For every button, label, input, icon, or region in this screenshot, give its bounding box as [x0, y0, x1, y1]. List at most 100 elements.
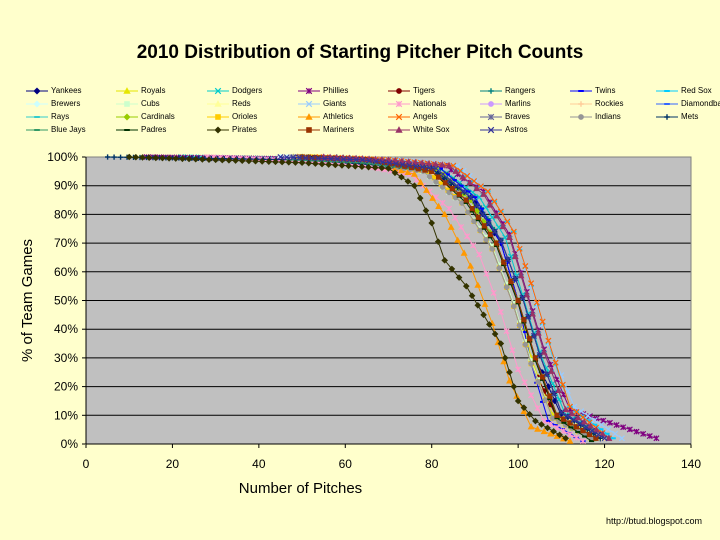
- data-point: [526, 411, 533, 418]
- legend-item-cardinals: Cardinals: [116, 110, 175, 123]
- data-point: [458, 224, 465, 231]
- data-point: [512, 275, 519, 282]
- legend-marker: [123, 112, 131, 121]
- data-point: [522, 263, 529, 270]
- data-point: [411, 158, 419, 166]
- legend-swatch: [570, 113, 592, 120]
- data-point: [550, 428, 557, 435]
- data-point: [605, 434, 613, 441]
- data-point: [460, 249, 468, 256]
- data-point: [426, 173, 433, 180]
- credit-url[interactable]: http://btud.blogspot.com: [605, 516, 702, 526]
- data-point: [277, 153, 284, 161]
- data-point: [633, 428, 640, 435]
- data-point: [626, 426, 633, 433]
- legend-swatch: [26, 128, 48, 131]
- legend-item-royals: Royals: [116, 84, 165, 97]
- data-point: [475, 214, 481, 220]
- data-point: [653, 435, 660, 442]
- data-point: [573, 434, 580, 441]
- data-point: [411, 182, 418, 190]
- y-tick-label: 60%: [54, 265, 78, 279]
- data-point: [620, 424, 627, 431]
- data-point: [540, 427, 548, 435]
- legend-label: Padres: [141, 125, 167, 134]
- data-point: [345, 162, 352, 170]
- legend-label: Angels: [413, 112, 438, 121]
- data-point: [504, 218, 511, 225]
- data-point: [510, 383, 518, 390]
- legend-item-athletics: Athletics: [298, 110, 353, 123]
- legend-label: White Sox: [413, 125, 450, 134]
- legend-item-mariners: Mariners: [298, 123, 354, 136]
- data-point: [447, 223, 455, 230]
- legend-item-orioles: Orioles: [207, 110, 257, 123]
- data-point: [471, 178, 478, 185]
- data-point: [584, 412, 591, 419]
- data-point: [589, 427, 596, 434]
- data-point: [252, 157, 259, 165]
- data-point: [487, 231, 494, 238]
- data-point: [315, 155, 322, 162]
- data-point: [459, 173, 467, 180]
- data-point: [516, 245, 523, 252]
- data-point: [404, 178, 412, 185]
- data-point: [540, 374, 546, 380]
- data-point: [522, 341, 529, 348]
- legend-label: Dodgers: [232, 86, 263, 95]
- legend-marker: [305, 112, 313, 120]
- data-point: [290, 154, 297, 161]
- data-point: [452, 194, 459, 201]
- data-point: [530, 332, 538, 339]
- legend-label: Nationals: [413, 99, 447, 108]
- legend-item-astros: Astros: [480, 123, 528, 136]
- data-point: [559, 381, 566, 388]
- data-point: [550, 415, 556, 421]
- legend-marker: [395, 125, 403, 133]
- legend-label: Marlins: [505, 99, 531, 108]
- data-point: [436, 174, 442, 180]
- data-point: [618, 435, 625, 442]
- legend-marker: [305, 87, 313, 94]
- legend-item-reds: Reds: [207, 97, 251, 110]
- data-point: [497, 340, 505, 347]
- legend-label: Reds: [232, 99, 251, 108]
- legend-marker: [124, 100, 130, 107]
- data-point: [551, 390, 558, 397]
- data-point: [547, 367, 555, 374]
- data-point: [225, 157, 233, 164]
- data-point: [500, 358, 508, 365]
- data-point: [511, 252, 519, 260]
- data-point: [179, 155, 186, 163]
- data-point: [515, 366, 522, 373]
- data-point: [434, 238, 442, 245]
- legend-marker: [395, 100, 403, 107]
- data-point: [467, 194, 474, 201]
- data-point: [598, 421, 605, 428]
- data-point: [568, 410, 576, 417]
- legend-label: Indians: [595, 112, 621, 121]
- data-point: [564, 387, 571, 394]
- data-point: [493, 212, 500, 219]
- data-point: [192, 155, 200, 163]
- data-point: [562, 434, 569, 442]
- data-point: [309, 155, 316, 162]
- data-point: [464, 172, 471, 179]
- data-point: [139, 154, 146, 161]
- data-point: [566, 437, 574, 444]
- data-point: [503, 328, 510, 335]
- data-point: [520, 407, 528, 415]
- data-point: [493, 240, 500, 246]
- data-point: [490, 289, 497, 296]
- data-point: [554, 412, 560, 418]
- legend-item-red-sox: Red Sox: [656, 84, 712, 97]
- legend-swatch: [26, 115, 48, 118]
- data-point: [417, 178, 424, 185]
- data-point: [612, 430, 619, 437]
- data-point: [455, 274, 463, 281]
- legend-swatch: [656, 102, 678, 105]
- data-point: [533, 299, 540, 306]
- data-point: [534, 329, 542, 336]
- data-point: [332, 161, 339, 169]
- data-point: [491, 330, 499, 338]
